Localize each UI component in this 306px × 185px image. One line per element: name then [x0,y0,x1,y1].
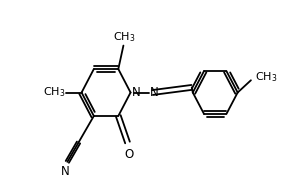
Text: N: N [61,165,70,178]
Text: CH$_3$: CH$_3$ [256,70,278,84]
Text: CH$_3$: CH$_3$ [43,86,65,99]
Text: N: N [150,86,158,99]
Text: O: O [124,148,133,161]
Text: CH$_3$: CH$_3$ [113,30,136,43]
Text: N: N [132,86,140,99]
